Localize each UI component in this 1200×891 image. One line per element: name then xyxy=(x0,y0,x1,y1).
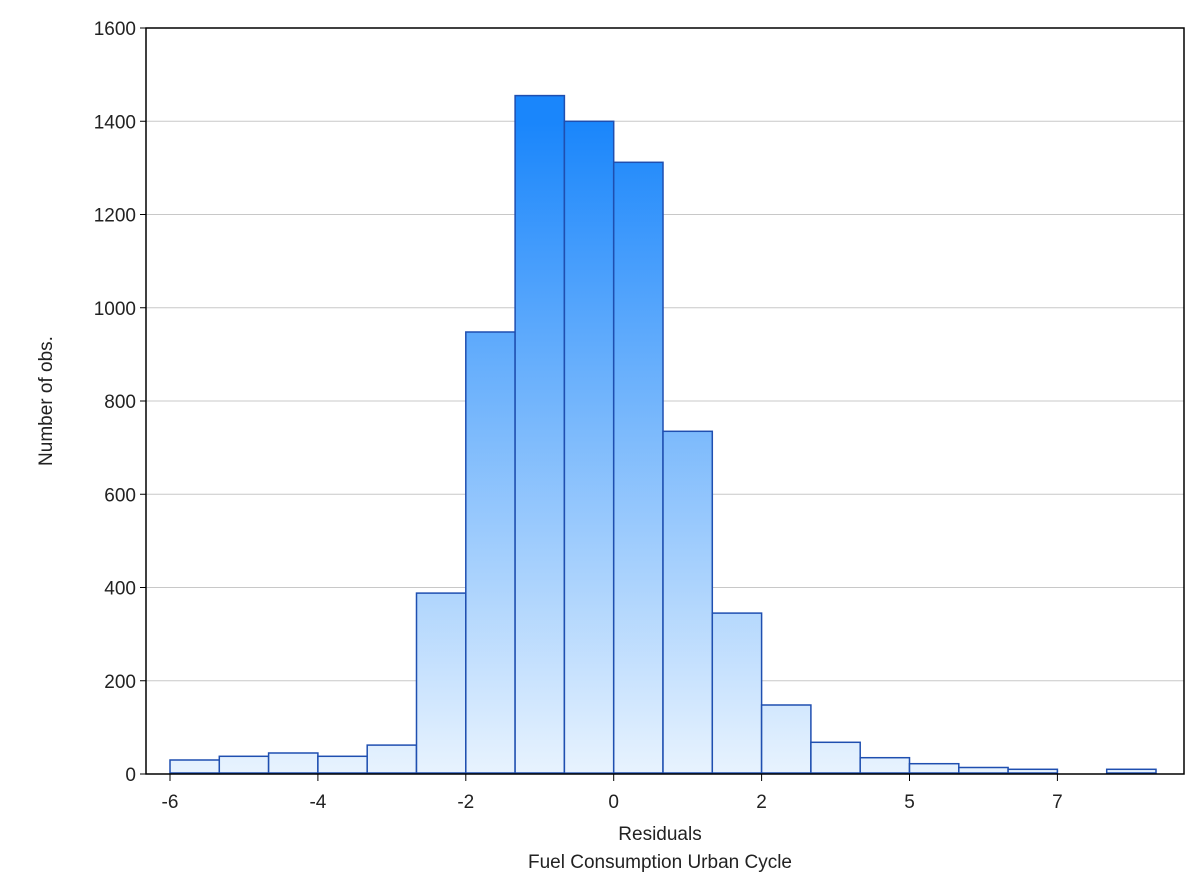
y-tick-label: 1200 xyxy=(94,206,136,227)
y-axis-label: Number of obs. xyxy=(36,336,57,466)
x-tick-label: -4 xyxy=(309,792,326,813)
histogram-bar xyxy=(612,161,664,774)
y-tick-label: 400 xyxy=(104,579,136,600)
x-tick-label: 2 xyxy=(756,792,767,813)
histogram-bar xyxy=(514,94,566,774)
y-tick-label: 600 xyxy=(104,485,136,506)
histogram-bar xyxy=(218,755,270,774)
x-tick-label: 5 xyxy=(904,792,915,813)
x-axis-label: Residuals xyxy=(618,824,701,845)
histogram-bar xyxy=(662,430,714,774)
histogram-bar xyxy=(415,592,467,774)
histogram-bar xyxy=(1007,768,1059,774)
x-tick-label: -6 xyxy=(162,792,179,813)
y-tick-label: 0 xyxy=(125,765,136,786)
histogram-bar xyxy=(810,741,861,774)
histogram-bar xyxy=(465,331,516,774)
histogram-bar xyxy=(908,762,960,774)
histogram-bar xyxy=(169,759,221,774)
histogram-bar xyxy=(317,755,368,774)
x-axis-ticks: -6 -4 -2 0 2 5 7 xyxy=(162,774,1063,813)
y-axis-ticks: 0 200 400 600 800 1000 1200 1400 1600 xyxy=(94,19,146,786)
x-tick-label: -2 xyxy=(457,792,474,813)
histogram-bar xyxy=(366,744,418,774)
histogram-bar xyxy=(859,756,911,774)
histogram-bar xyxy=(1105,768,1157,774)
bars xyxy=(169,94,1157,774)
x-tick-label: 7 xyxy=(1052,792,1063,813)
y-tick-label: 1000 xyxy=(94,299,136,320)
y-tick-label: 1600 xyxy=(94,19,136,40)
histogram-bar xyxy=(563,120,615,774)
y-tick-label: 200 xyxy=(104,672,136,693)
y-tick-label: 1400 xyxy=(94,112,136,133)
x-axis-sublabel: Fuel Consumption Urban Cycle xyxy=(528,852,792,873)
histogram-bar xyxy=(711,612,763,774)
histogram-bar xyxy=(267,752,319,774)
y-tick-label: 800 xyxy=(104,392,136,413)
histogram-bar xyxy=(958,766,1009,774)
x-tick-label: 0 xyxy=(608,792,619,813)
histogram-bar xyxy=(760,704,812,774)
